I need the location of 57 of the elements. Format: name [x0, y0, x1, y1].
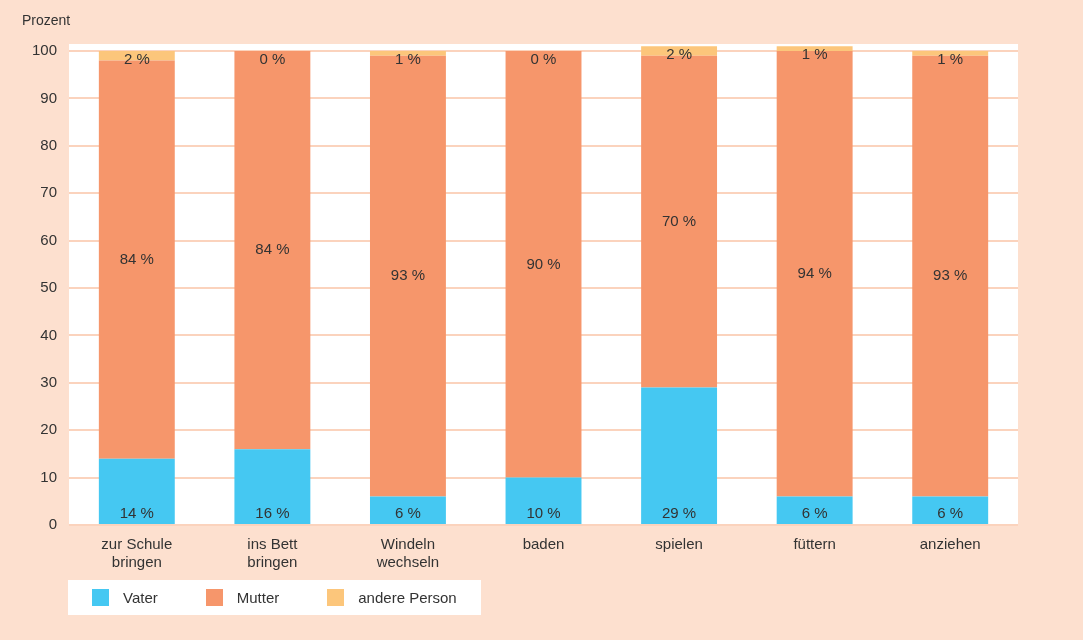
x-tick-label: Windeln wechseln [375, 535, 440, 571]
bar [912, 51, 989, 56]
bar [505, 477, 582, 524]
y-tick-label: 70 [40, 183, 58, 201]
data-label: 1 % [937, 49, 964, 67]
data-label: 10 % [526, 503, 561, 521]
y-axis-title: Prozent [22, 11, 71, 28]
y-tick-label: 30 [40, 372, 58, 390]
legend-label: Vater [123, 589, 158, 606]
data-label: 0 % [259, 49, 286, 67]
y-tick-label: 80 [40, 136, 58, 154]
data-label: 84 % [119, 249, 154, 267]
data-label: 16 % [255, 503, 290, 521]
x-tick-label: füttern [793, 535, 836, 553]
x-tick-label: ins Bett bringen [247, 535, 299, 571]
data-label: 6 % [801, 503, 828, 521]
y-tick-label: 40 [40, 325, 58, 343]
data-label: 94 % [797, 263, 832, 281]
x-tick-label: anziehen [919, 535, 981, 553]
legend-label: Mutter [236, 589, 280, 606]
data-label: 0 % [530, 49, 557, 67]
y-tick-label: 50 [40, 278, 58, 296]
y-tick-label: 100 [32, 41, 58, 59]
data-label: 70 % [661, 211, 697, 229]
y-tick-label: 90 [40, 88, 58, 106]
data-label: 6 % [937, 503, 964, 521]
bar [776, 496, 853, 524]
bar [912, 496, 989, 524]
data-label: 29 % [661, 503, 697, 521]
x-tick-label: baden [522, 535, 565, 553]
y-tick-label: 60 [40, 230, 58, 248]
data-label: 84 % [255, 240, 290, 258]
y-tick-label: 20 [40, 420, 58, 438]
bar [234, 51, 311, 450]
bar [776, 51, 853, 497]
data-label: 1 % [395, 49, 421, 67]
data-label: 1 % [801, 45, 828, 63]
data-label: 14 % [119, 503, 154, 521]
data-label: 93 % [390, 266, 426, 284]
data-label: 2 % [123, 49, 150, 67]
bar [369, 496, 446, 524]
bar [641, 387, 718, 524]
bar [912, 55, 989, 497]
bar [234, 449, 311, 524]
bar [505, 51, 582, 478]
x-tick-label: spielen [655, 535, 703, 553]
data-label: 90 % [526, 254, 561, 272]
bar [369, 51, 446, 56]
legend-label: andere Person [358, 589, 457, 606]
bar [369, 55, 446, 497]
y-tick-label: 10 [40, 467, 58, 485]
y-tick-label: 0 [48, 515, 58, 533]
bar [98, 458, 175, 524]
x-tick-label: zur Schule bringen [101, 535, 173, 571]
data-label: 2 % [666, 45, 693, 63]
data-label: 93 % [933, 266, 968, 284]
data-label: 6 % [395, 503, 421, 521]
